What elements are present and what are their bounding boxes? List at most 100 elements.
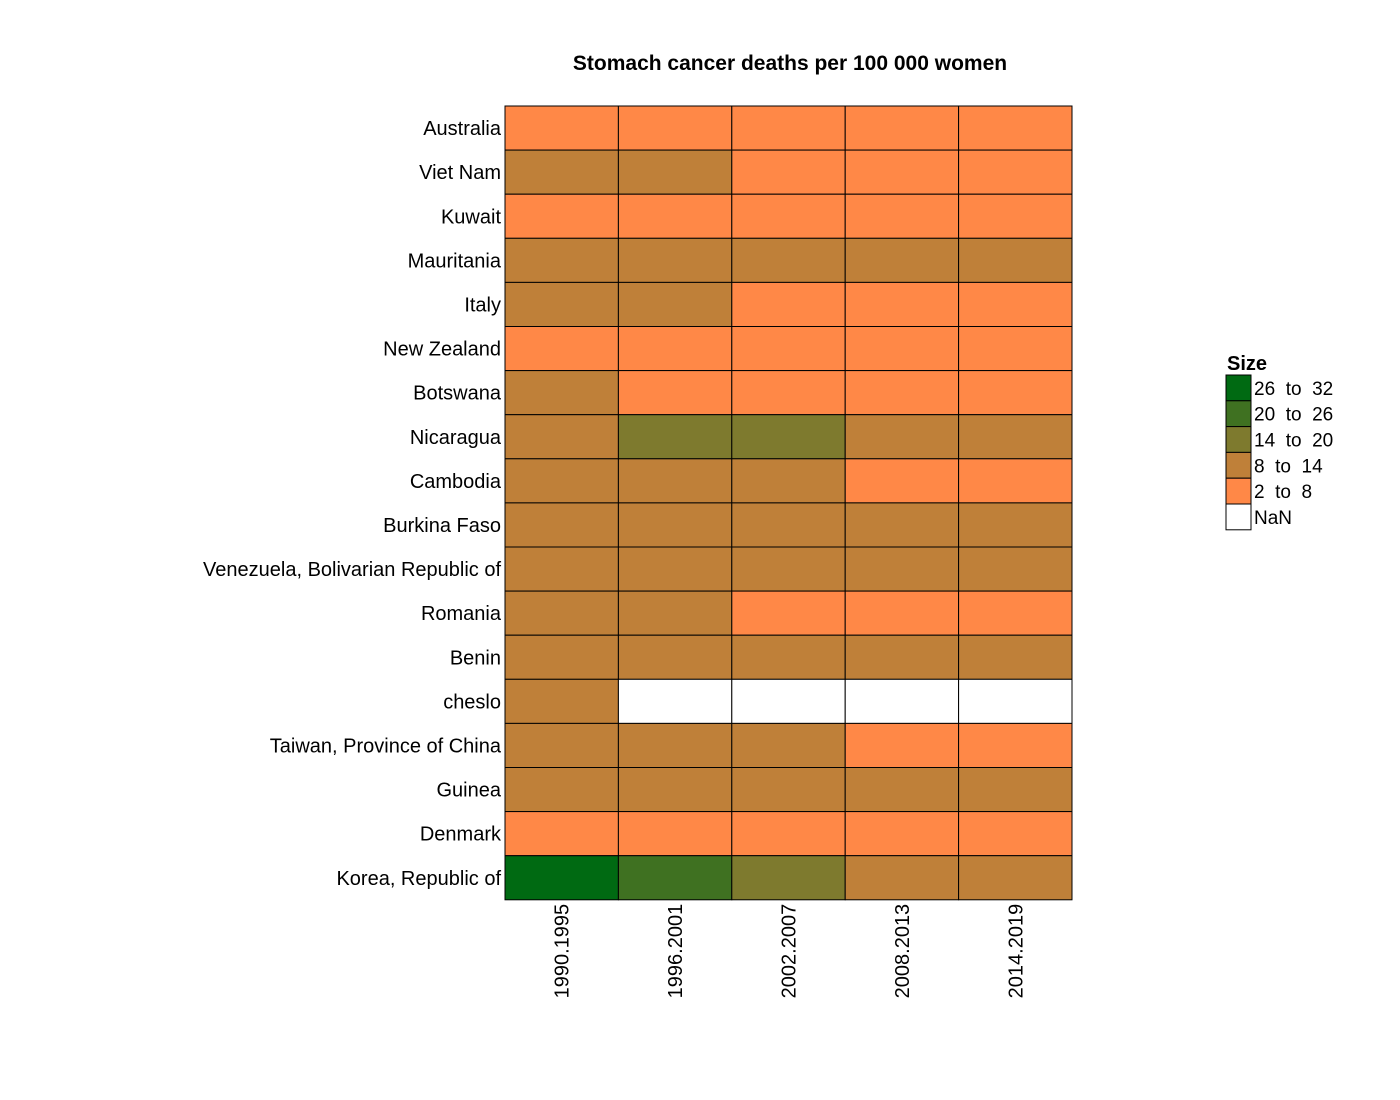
row-label: Australia bbox=[423, 118, 502, 140]
heatmap-cell bbox=[504, 105, 619, 151]
heatmap-cell bbox=[731, 767, 846, 813]
legend-label: 20 to 26 bbox=[1254, 405, 1333, 426]
row-label: Romania bbox=[421, 603, 502, 625]
heatmap-cell bbox=[958, 678, 1073, 724]
heatmap-cell bbox=[731, 414, 846, 460]
column-label: 1996.2001 bbox=[665, 904, 687, 999]
legend-swatch bbox=[1225, 400, 1252, 428]
row-label: Kuwait bbox=[441, 206, 501, 228]
legend-swatch bbox=[1225, 426, 1252, 453]
heatmap-cell bbox=[504, 634, 619, 680]
column-label: 1990.1995 bbox=[552, 904, 574, 999]
heatmap-cell bbox=[844, 767, 960, 813]
heatmap-cell bbox=[958, 193, 1073, 239]
heatmap-cell bbox=[504, 502, 619, 548]
heatmap-cell bbox=[958, 149, 1073, 195]
heatmap-cell bbox=[617, 855, 733, 901]
heatmap-cell bbox=[731, 149, 846, 195]
heatmap-cell bbox=[958, 767, 1073, 813]
heatmap-cell bbox=[731, 193, 846, 239]
heatmap-cell bbox=[617, 458, 733, 504]
row-label: cheslo bbox=[443, 691, 501, 713]
heatmap-cell bbox=[844, 414, 960, 460]
row-label: Guinea bbox=[437, 780, 502, 802]
heatmap-cell bbox=[617, 767, 733, 813]
heatmap-cell bbox=[617, 281, 733, 327]
heatmap-cell bbox=[731, 281, 846, 327]
heatmap-cell bbox=[617, 414, 733, 460]
chart-title: Stomach cancer deaths per 100 000 women bbox=[573, 52, 1007, 75]
legend-swatch bbox=[1225, 503, 1252, 531]
row-label: Denmark bbox=[420, 824, 502, 846]
heatmap-cell bbox=[844, 237, 960, 283]
heatmap-cell bbox=[617, 678, 733, 724]
legend-swatch bbox=[1225, 477, 1252, 505]
heatmap-cell bbox=[844, 590, 960, 636]
row-label: Venezuela, Bolivarian Republic of bbox=[203, 559, 501, 581]
row-label: Italy bbox=[464, 294, 501, 316]
column-label: 2014.2019 bbox=[1005, 904, 1027, 999]
row-label: Taiwan, Province of China bbox=[270, 735, 502, 757]
heatmap-cell bbox=[617, 326, 733, 372]
heatmap-cell bbox=[958, 722, 1073, 769]
legend-label: NaN bbox=[1254, 508, 1292, 529]
heatmap-cell bbox=[844, 634, 960, 680]
heatmap-cell bbox=[504, 678, 619, 724]
heatmap-cell bbox=[504, 149, 619, 195]
heatmap-cell bbox=[844, 502, 960, 548]
heatmap-cell bbox=[617, 590, 733, 636]
heatmap-cell bbox=[617, 370, 733, 416]
legend-label: 8 to 14 bbox=[1254, 456, 1323, 477]
column-labels: 1990.1995 1996.2001 2002.2007 2008.2013 2014… bbox=[552, 904, 1028, 999]
heatmap-cell bbox=[617, 546, 733, 592]
heatmap-cell bbox=[958, 590, 1073, 636]
heatmap-cell bbox=[731, 458, 846, 504]
heatmap-cell bbox=[731, 546, 846, 592]
heatmap-cell bbox=[844, 722, 960, 769]
heatmap-cell bbox=[617, 105, 733, 151]
heatmap-cells bbox=[504, 105, 1073, 901]
heatmap-cell bbox=[617, 634, 733, 680]
legend-title: Size bbox=[1227, 353, 1267, 375]
legend-swatch bbox=[1225, 374, 1252, 402]
heatmap-cell bbox=[958, 811, 1073, 857]
row-label: Cambodia bbox=[410, 471, 502, 493]
heatmap-cell bbox=[844, 458, 960, 504]
column-label: 2008.2013 bbox=[892, 904, 914, 999]
heatmap-cell bbox=[731, 678, 846, 724]
heatmap-cell bbox=[731, 811, 846, 857]
heatmap-cell bbox=[844, 149, 960, 195]
heatmap-cell bbox=[504, 855, 619, 901]
heatmap-cell bbox=[844, 855, 960, 901]
heatmap-cell bbox=[731, 237, 846, 283]
heatmap-cell bbox=[958, 370, 1073, 416]
row-label: Mauritania bbox=[408, 250, 502, 272]
heatmap-cell bbox=[958, 105, 1073, 151]
heatmap-cell bbox=[504, 811, 619, 857]
heatmap-cell bbox=[958, 855, 1073, 901]
heatmap-cell bbox=[731, 855, 846, 901]
legend-swatch bbox=[1225, 451, 1252, 479]
heatmap-cell bbox=[958, 458, 1073, 504]
heatmap-cell bbox=[844, 326, 960, 372]
heatmap-cell bbox=[617, 811, 733, 857]
heatmap-cell bbox=[617, 502, 733, 548]
heatmap-cell bbox=[504, 590, 619, 636]
heatmap-cell bbox=[844, 193, 960, 239]
row-label: Botswana bbox=[413, 383, 502, 405]
row-labels: Australia Viet Nam Kuwait Mauritania Italy Ne… bbox=[203, 118, 502, 890]
row-label: Nicaragua bbox=[410, 427, 502, 449]
heatmap-cell bbox=[504, 722, 619, 769]
heatmap-cell bbox=[844, 370, 960, 416]
heatmap-cell bbox=[958, 634, 1073, 680]
heatmap-cell bbox=[844, 546, 960, 592]
heatmap-cell bbox=[504, 458, 619, 504]
row-label: Korea, Republic of bbox=[336, 868, 501, 890]
heatmap-cell bbox=[958, 414, 1073, 460]
row-label: Benin bbox=[450, 647, 501, 669]
heatmap-cell bbox=[958, 502, 1073, 548]
heatmap-cell bbox=[844, 281, 960, 327]
heatmap-cell bbox=[504, 370, 619, 416]
heatmap-cell bbox=[504, 193, 619, 239]
